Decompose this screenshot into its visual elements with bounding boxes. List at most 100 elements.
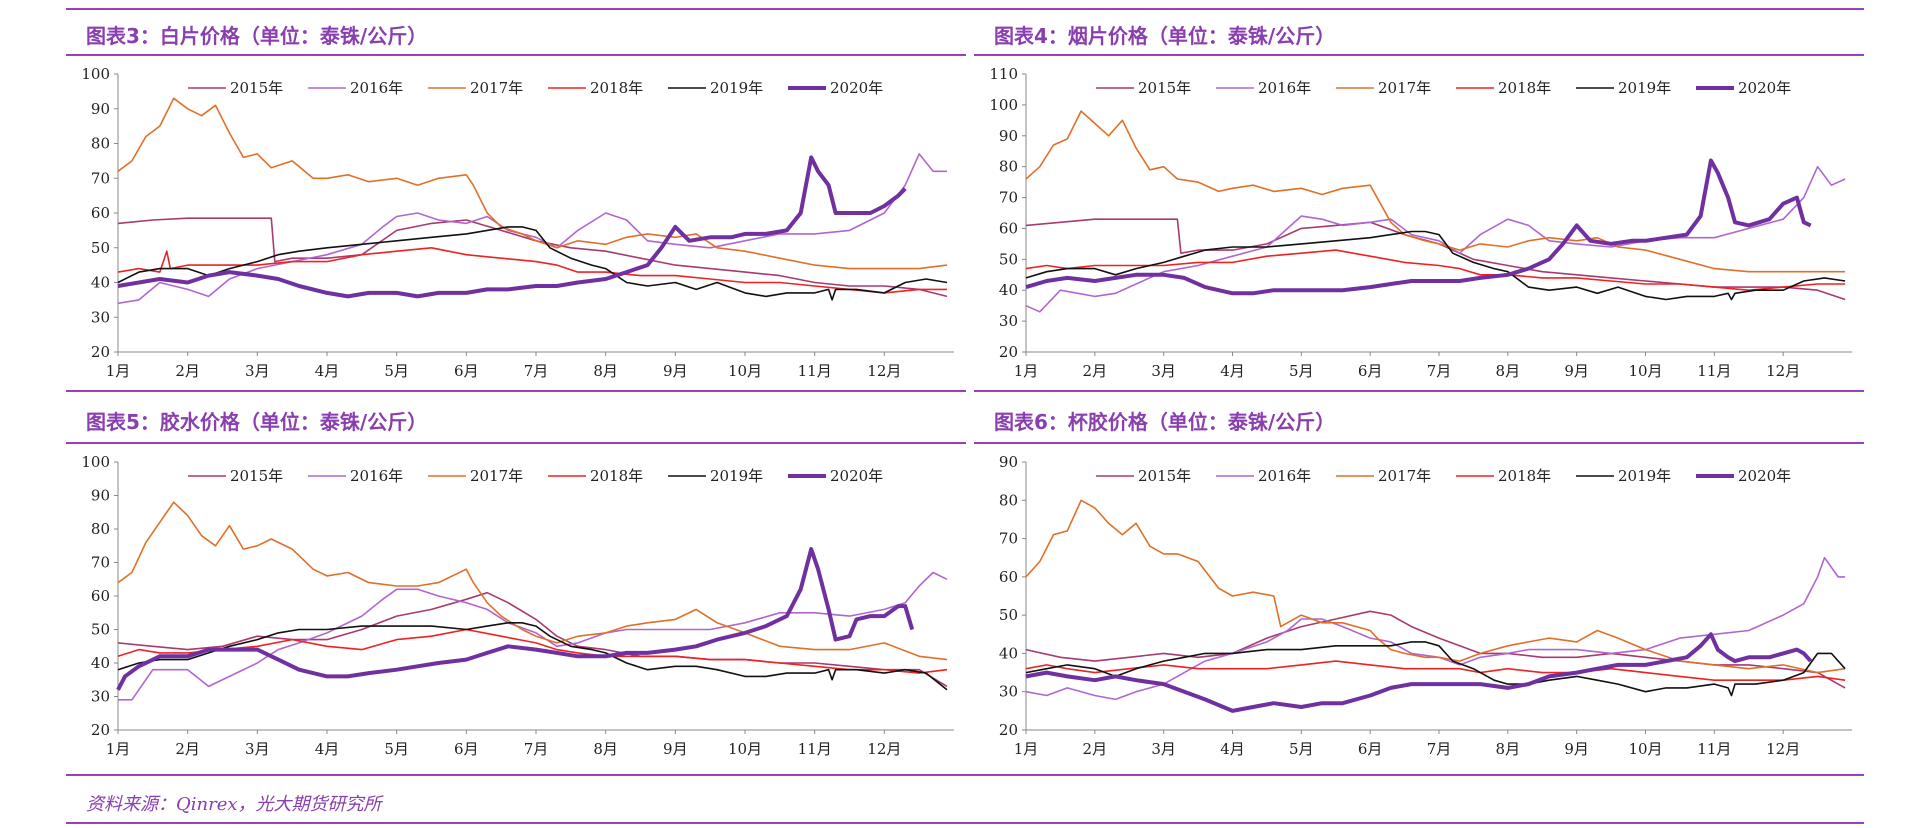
legend-label: 2019年 bbox=[1618, 79, 1671, 97]
legend-label: 2018年 bbox=[1498, 79, 1551, 97]
series-line-2020年 bbox=[1025, 158, 1812, 296]
title-rule-left-2 bbox=[66, 442, 966, 444]
series-line-2020年 bbox=[117, 155, 907, 299]
series-line-2020年 bbox=[116, 547, 915, 691]
y-tick-label: 30 bbox=[91, 688, 110, 706]
series-line-2017年 bbox=[117, 97, 948, 270]
series-line-2017年 bbox=[117, 501, 948, 661]
x-tick-label: 5月 bbox=[384, 740, 409, 758]
legend-label: 2016年 bbox=[1258, 79, 1311, 97]
x-tick-label: 2月 bbox=[1083, 362, 1108, 380]
x-tick-label: 1月 bbox=[106, 740, 131, 758]
x-tick-label: 9月 bbox=[663, 740, 688, 758]
legend-label: 2018年 bbox=[1498, 467, 1551, 485]
chart-title-5: 图表5：胶水价格（单位：泰铢/公斤） bbox=[86, 410, 428, 434]
y-tick-label: 50 bbox=[999, 250, 1018, 268]
y-tick-label: 40 bbox=[91, 274, 110, 292]
y-tick-label: 30 bbox=[999, 683, 1018, 701]
title-rule-right-2 bbox=[974, 442, 1864, 444]
x-tick-label: 9月 bbox=[1564, 740, 1589, 758]
series-line-2020年 bbox=[1025, 632, 1813, 713]
x-tick-label: 1月 bbox=[1014, 740, 1039, 758]
legend-label: 2019年 bbox=[710, 79, 763, 97]
legend-label: 2019年 bbox=[710, 467, 763, 485]
legend-label: 2016年 bbox=[350, 79, 403, 97]
x-tick-label: 5月 bbox=[1289, 740, 1314, 758]
y-tick-label: 60 bbox=[91, 587, 110, 605]
y-tick-label: 90 bbox=[999, 453, 1018, 471]
y-tick-label: 20 bbox=[91, 721, 110, 739]
y-tick-label: 70 bbox=[91, 169, 110, 187]
y-tick-label: 100 bbox=[81, 453, 110, 471]
x-tick-label: 3月 bbox=[1151, 740, 1176, 758]
legend-label: 2020年 bbox=[830, 79, 883, 97]
series-line-2017年 bbox=[1025, 110, 1846, 273]
series-line-2018年 bbox=[117, 247, 947, 294]
y-tick-label: 20 bbox=[999, 343, 1018, 361]
legend-label: 2018年 bbox=[590, 79, 643, 97]
x-tick-label: 5月 bbox=[1289, 362, 1314, 380]
x-tick-label: 11月 bbox=[1697, 740, 1731, 758]
x-tick-label: 6月 bbox=[454, 740, 479, 758]
x-tick-label: 7月 bbox=[524, 362, 549, 380]
x-tick-label: 3月 bbox=[1151, 362, 1176, 380]
series-line-2015年 bbox=[117, 217, 948, 298]
legend-label: 2015年 bbox=[230, 467, 283, 485]
x-tick-label: 6月 bbox=[1358, 740, 1383, 758]
chart-title-3: 图表3：白片价格（单位：泰铢/公斤） bbox=[86, 24, 428, 48]
x-tick-label: 11月 bbox=[1697, 362, 1731, 380]
legend-label: 2020年 bbox=[1738, 79, 1791, 97]
x-tick-label: 4月 bbox=[315, 362, 340, 380]
legend-label: 2017年 bbox=[1378, 467, 1431, 485]
x-tick-label: 4月 bbox=[1220, 362, 1245, 380]
series-line-2015年 bbox=[1025, 610, 1846, 689]
series-line-2016年 bbox=[1025, 165, 1846, 313]
x-tick-label: 12月 bbox=[867, 740, 901, 758]
y-tick-label: 70 bbox=[999, 530, 1018, 548]
mid-rule-left bbox=[66, 390, 966, 392]
x-tick-label: 2月 bbox=[175, 362, 200, 380]
y-tick-label: 110 bbox=[989, 65, 1018, 83]
legend-label: 2020年 bbox=[1738, 467, 1791, 485]
legend-label: 2017年 bbox=[470, 467, 523, 485]
y-tick-label: 70 bbox=[999, 189, 1018, 207]
x-tick-label: 10月 bbox=[1628, 362, 1662, 380]
source-top-rule bbox=[66, 774, 1864, 776]
x-tick-label: 7月 bbox=[1427, 362, 1452, 380]
y-tick-label: 50 bbox=[91, 621, 110, 639]
x-tick-label: 10月 bbox=[728, 740, 762, 758]
y-tick-label: 80 bbox=[91, 520, 110, 538]
x-tick-label: 11月 bbox=[798, 362, 832, 380]
y-tick-label: 20 bbox=[999, 721, 1018, 739]
series-line-2016年 bbox=[1025, 556, 1846, 701]
y-tick-label: 80 bbox=[91, 135, 110, 153]
x-tick-label: 2月 bbox=[1083, 740, 1108, 758]
y-tick-label: 30 bbox=[999, 312, 1018, 330]
chart-latex: 20 30 40 50 60 70 80 90 100 1月 2月 3月 4月 5月 6月 7月 8月 9月 10月… bbox=[81, 453, 954, 758]
title-rule-right bbox=[974, 54, 1864, 56]
series-line-2017年 bbox=[1025, 499, 1846, 674]
legend-label: 2019年 bbox=[1618, 467, 1671, 485]
x-tick-label: 10月 bbox=[1628, 740, 1662, 758]
y-tick-label: 90 bbox=[91, 487, 110, 505]
y-tick-label: 60 bbox=[91, 204, 110, 222]
x-tick-label: 3月 bbox=[245, 362, 270, 380]
y-tick-label: 40 bbox=[91, 654, 110, 672]
y-tick-label: 80 bbox=[999, 491, 1018, 509]
x-tick-label: 12月 bbox=[1766, 362, 1800, 380]
series-line-2019年 bbox=[117, 226, 948, 301]
chart-title-6: 图表6：杯胶价格（单位：泰铢/公斤） bbox=[994, 410, 1336, 434]
bottom-rule bbox=[66, 822, 1864, 824]
legend-label: 2018年 bbox=[590, 467, 643, 485]
y-tick-label: 60 bbox=[999, 219, 1018, 237]
legend-label: 2016年 bbox=[1258, 467, 1311, 485]
y-tick-label: 100 bbox=[989, 96, 1018, 114]
x-tick-label: 8月 bbox=[593, 740, 618, 758]
chart-white-sheet: 20 30 40 50 60 70 80 90 100 1月 2月 3月 4月 5月 6月 7月 8月 9月 10月… bbox=[81, 65, 954, 380]
y-tick-label: 40 bbox=[999, 281, 1018, 299]
series-line-2015年 bbox=[117, 591, 948, 688]
x-tick-label: 2月 bbox=[175, 740, 200, 758]
chart-smoked-sheet: 20 30 40 50 60 70 80 90 100 110 1月 2月 3月 4月 5月 6月 7月 8月 9月… bbox=[989, 65, 1852, 380]
chart-cup-lump: 20 30 40 50 60 70 80 90 1月 2月 3月 4月 5月 6月 7月 8月 9月 10月 11月… bbox=[999, 453, 1852, 758]
y-tick-label: 40 bbox=[999, 644, 1018, 662]
